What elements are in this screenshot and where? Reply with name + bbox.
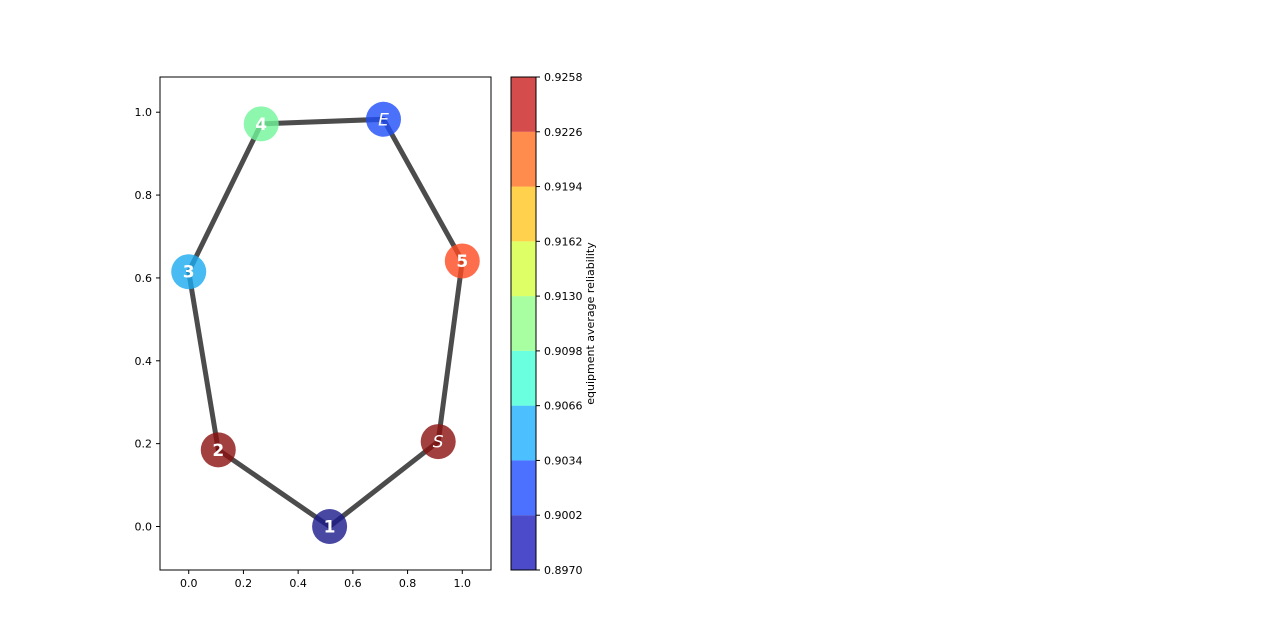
colorbar-frame — [510, 76, 537, 571]
colorbar-segment-3 — [511, 350, 536, 406]
x-tick-label: 0.0 — [180, 577, 198, 590]
node-label: 4 — [255, 115, 267, 135]
colorbar — [510, 76, 537, 571]
colorbar-segment-1 — [511, 460, 536, 516]
node-2: 2 — [200, 432, 236, 468]
node-label: 3 — [183, 263, 195, 283]
node-label: E — [378, 110, 389, 130]
colorbar-tick-label: 0.9066 — [544, 400, 583, 413]
node-S: S — [420, 424, 456, 460]
y-tick-label: 0.4 — [135, 355, 153, 368]
colorbar-segment-0 — [511, 515, 536, 570]
x-tick-label: 0.4 — [289, 577, 307, 590]
colorbar-tick-label: 0.9002 — [544, 509, 583, 522]
node-marker — [200, 432, 236, 468]
y-tick-label: 1.0 — [135, 106, 153, 119]
colorbar-tick-label: 0.9162 — [544, 235, 583, 248]
colorbar-tick-label: 0.9258 — [544, 71, 583, 84]
node-3: 3 — [171, 254, 207, 290]
node-5: 5 — [444, 243, 480, 279]
node-label: S — [433, 433, 444, 453]
edge-3 — [258, 116, 386, 127]
node-marker — [444, 243, 480, 279]
node-label: 1 — [324, 518, 336, 538]
y-tick-label: 0.8 — [135, 189, 153, 202]
x-tick-label: 0.6 — [344, 577, 362, 590]
colorbar-label: equipment average reliability — [584, 242, 597, 405]
node-1: 1 — [312, 509, 348, 544]
node-4: 4 — [243, 106, 279, 142]
colorbar-segment-2 — [511, 405, 536, 461]
node-layer: 1 S 5 E 4 3 2 — [171, 101, 480, 544]
edge-4 — [186, 121, 264, 275]
y-axis-ticks: 0.0 0.2 0.4 0.6 0.8 1.0 — [135, 106, 160, 534]
edge-1 — [435, 258, 465, 445]
node-marker — [312, 509, 348, 544]
edge-6 — [215, 447, 333, 529]
node-marker — [243, 106, 279, 142]
colorbar-tick-label: 0.9034 — [544, 454, 583, 467]
colorbar-tick-label: 0.9098 — [544, 345, 583, 358]
x-tick-label: 1.0 — [454, 577, 472, 590]
node-marker — [171, 254, 207, 290]
x-axis-ticks: 0.0 0.2 0.4 0.6 0.8 1.0 — [180, 570, 471, 590]
y-tick-label: 0.0 — [135, 521, 153, 534]
colorbar-tick-label: 0.9130 — [544, 290, 583, 303]
edge-layer — [186, 116, 465, 529]
colorbar-segment-6 — [511, 186, 536, 242]
node-marker — [365, 101, 401, 137]
node-E: E — [365, 101, 401, 137]
y-tick-label: 0.2 — [135, 438, 153, 451]
x-tick-label: 0.8 — [399, 577, 417, 590]
node-label: 2 — [212, 441, 224, 461]
node-marker — [420, 424, 456, 460]
edge-5 — [186, 269, 221, 453]
edge-2 — [380, 116, 465, 264]
y-tick-label: 0.6 — [135, 272, 153, 285]
colorbar-tick-label: 0.9226 — [544, 126, 583, 139]
colorbar-segment-8 — [511, 77, 536, 132]
colorbar-segment-7 — [511, 131, 536, 187]
node-label: 5 — [456, 252, 468, 272]
colorbar-tick-label: 0.9194 — [544, 181, 583, 194]
colorbar-segment-4 — [511, 296, 536, 351]
colorbar-segment-5 — [511, 241, 536, 297]
colorbar-tick-label: 0.8970 — [544, 564, 583, 577]
edge-0 — [327, 439, 441, 529]
colorbar-ticks: 0.8970 0.9002 0.9034 0.9066 0.9098 0.9130 0.91… — [536, 71, 583, 577]
plot-frame — [159, 76, 492, 571]
x-tick-label: 0.2 — [235, 577, 253, 590]
